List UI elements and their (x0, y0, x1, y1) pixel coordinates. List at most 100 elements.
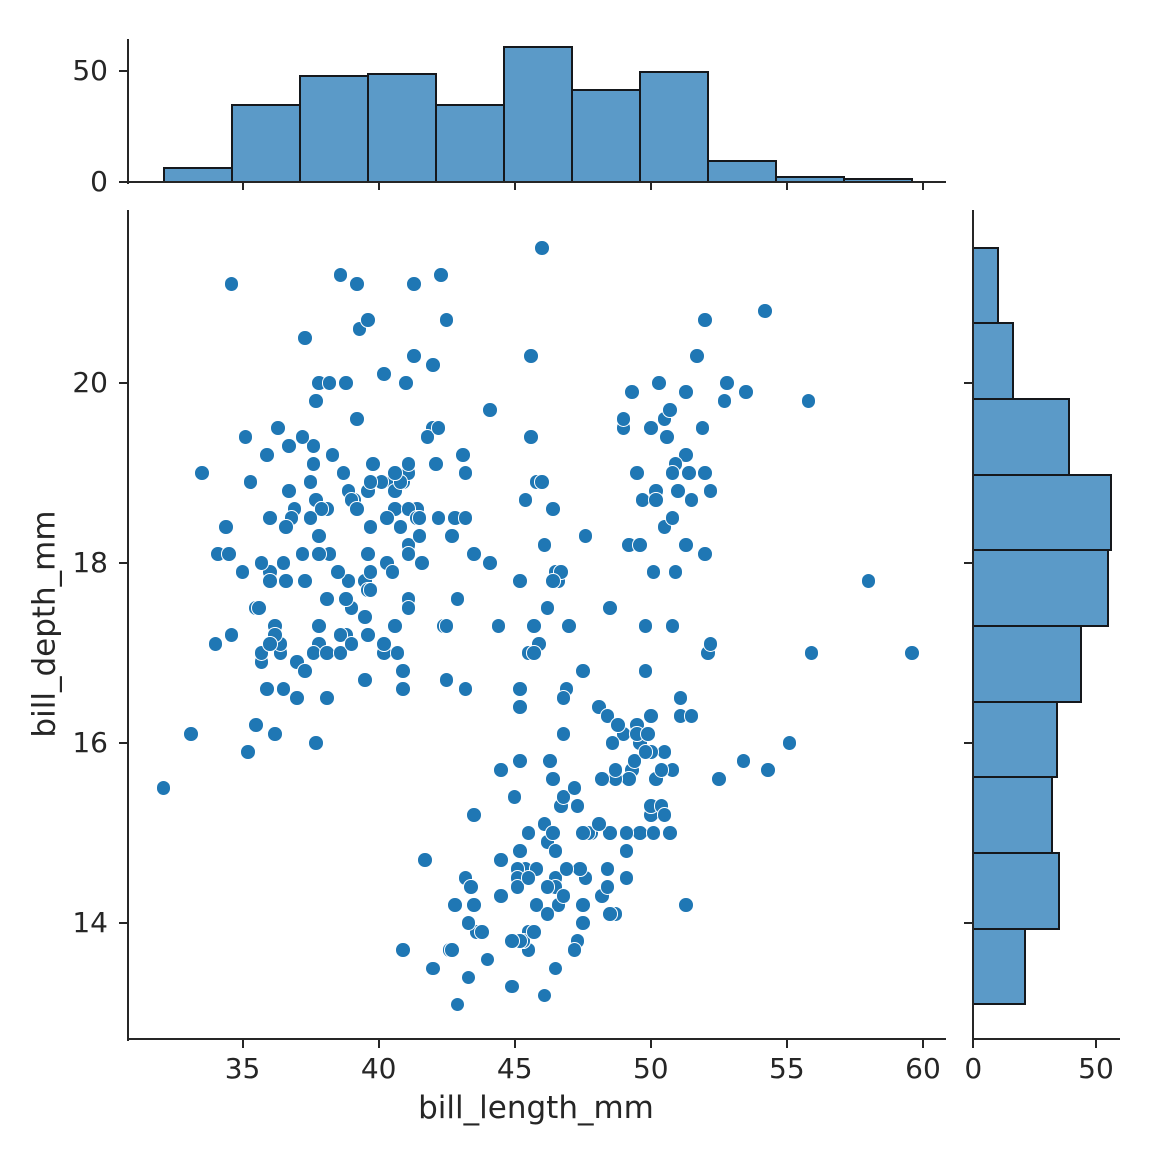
scatter-point (493, 888, 509, 904)
right-hist-bar (972, 322, 1014, 401)
scatter-point (577, 528, 594, 544)
scatter-point (449, 591, 466, 607)
scatter-point (324, 447, 341, 463)
right-hist-bar (972, 927, 1026, 1006)
scatter-point (411, 510, 428, 526)
scatter-point (357, 609, 373, 625)
scatter-point (545, 501, 561, 517)
scatter-point (335, 465, 352, 481)
scatter-point (719, 375, 735, 391)
joint-x-spine (127, 1037, 946, 1040)
right-hist-bar (972, 246, 999, 325)
scatter-point (493, 762, 509, 778)
scatter-point (406, 348, 422, 364)
top-hist-x-tick (785, 183, 788, 191)
scatter-point (349, 501, 365, 517)
scatter-point (457, 681, 474, 697)
scatter-point (702, 636, 719, 652)
scatter-point (558, 861, 575, 877)
scatter-point (520, 870, 537, 886)
right-hist-y-tick (964, 922, 973, 925)
scatter-point (460, 969, 477, 985)
scatter-point (340, 573, 357, 589)
x-tick-label: 45 (496, 1052, 533, 1085)
top-hist-bar (366, 72, 437, 184)
scatter-point (406, 276, 422, 292)
scatter-point (330, 564, 346, 580)
scatter-point (512, 573, 528, 589)
scatter-point (308, 393, 324, 409)
scatter-point (602, 600, 618, 616)
scatter-point (400, 546, 417, 562)
scatter-point (520, 825, 537, 841)
top-hist-x-tick (513, 183, 516, 191)
scatter-point (697, 546, 713, 562)
scatter-point (430, 420, 447, 436)
scatter-point (311, 528, 327, 544)
scatter-point (860, 573, 877, 589)
scatter-point (539, 600, 556, 616)
scatter-point (664, 465, 681, 481)
scatter-point (662, 402, 678, 418)
scatter-point (618, 870, 635, 886)
x-tick-label: 40 (360, 1052, 397, 1085)
scatter-point (512, 753, 528, 769)
scatter-point (392, 519, 409, 535)
scatter-point (259, 447, 275, 463)
right-hist-bar (972, 549, 1110, 628)
scatter-point (512, 699, 528, 715)
scatter-point (656, 807, 673, 823)
scatter-point (297, 663, 313, 679)
top-hist-count-label: 0 (90, 165, 108, 199)
scatter-point (575, 663, 591, 679)
scatter-point (281, 483, 297, 499)
scatter-point (262, 636, 278, 652)
y-tick (119, 562, 127, 564)
scatter-point (387, 618, 403, 634)
scatter-point (433, 267, 449, 283)
y-tick-label: 14 (72, 906, 108, 940)
y-tick-label: 20 (72, 365, 108, 399)
scatter-point (297, 330, 313, 346)
scatter-point (234, 564, 251, 580)
right-hist-count-label: 50 (1078, 1052, 1114, 1085)
scatter-point (760, 762, 776, 778)
right-hist-y-tick (964, 742, 973, 745)
scatter-point (482, 555, 498, 571)
scatter-point (664, 618, 681, 634)
top-hist-bar (638, 70, 709, 184)
scatter-point (545, 825, 561, 841)
top-hist-bar (706, 159, 777, 184)
scatter-point (594, 771, 610, 787)
top-hist-x-tick (649, 183, 652, 191)
scatter-point (155, 780, 172, 796)
scatter-point (716, 393, 733, 409)
scatter-point (360, 546, 376, 562)
scatter-point (365, 456, 381, 472)
scatter-point (395, 942, 411, 958)
scatter-point (389, 645, 406, 661)
scatter-point (566, 780, 583, 796)
scatter-point (534, 240, 550, 256)
scatter-point (599, 861, 615, 877)
scatter-point (526, 645, 542, 661)
scatter-point (275, 681, 292, 697)
scatter-point (555, 726, 572, 742)
scatter-point (338, 375, 354, 391)
scatter-point (678, 897, 694, 913)
scatter-point (218, 519, 234, 535)
scatter-point (610, 717, 626, 733)
scatter-point (539, 879, 556, 895)
scatter-point (411, 528, 428, 544)
scatter-point (349, 411, 365, 427)
scatter-point (455, 447, 471, 463)
scatter-point (338, 591, 354, 607)
scatter-point (302, 474, 319, 490)
x-tick (785, 1039, 788, 1048)
scatter-point (523, 429, 539, 445)
scatter-point (637, 744, 654, 760)
scatter-point (305, 438, 322, 454)
y-tick (119, 922, 127, 925)
scatter-point (534, 474, 550, 490)
